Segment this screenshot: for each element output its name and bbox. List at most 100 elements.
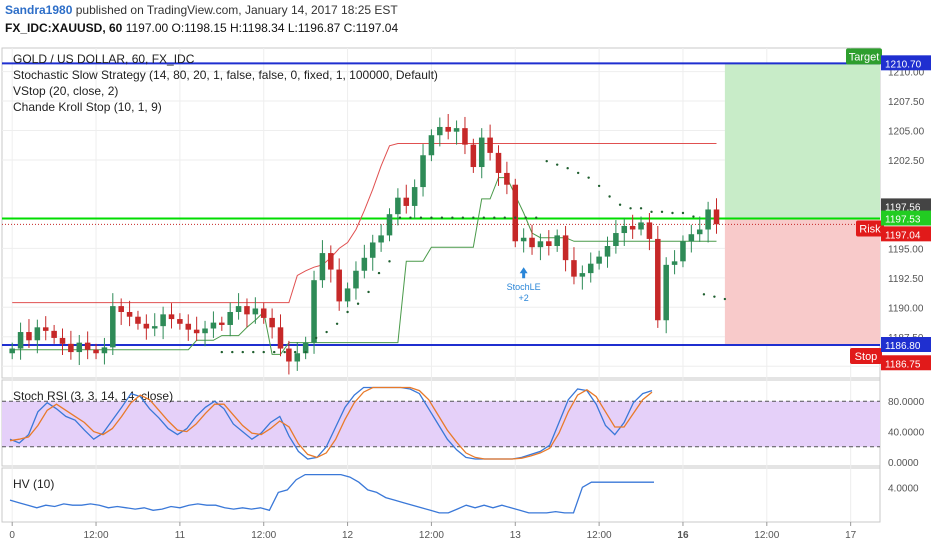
candle-body	[84, 342, 91, 350]
vstop-dot	[273, 350, 276, 354]
candle-body	[260, 308, 267, 318]
candle-body	[562, 235, 569, 261]
candle-body	[68, 343, 74, 353]
legend-strategy: Stochastic Slow Strategy (14, 80, 20, 1,…	[13, 68, 438, 82]
candle-body	[252, 308, 259, 315]
candle-body	[403, 197, 410, 206]
vstop-dot	[608, 195, 611, 198]
candle-body	[487, 137, 493, 153]
vstop-dot	[681, 211, 685, 215]
vstop-dot	[482, 216, 486, 219]
candle-body	[101, 347, 108, 354]
vstop-dot	[713, 295, 716, 298]
rsi-band	[2, 401, 880, 447]
stop-price-label-bg	[881, 337, 931, 352]
stop-zone	[724, 218, 880, 345]
symbol-name: FX_IDC:XAUUSD, 60	[5, 21, 123, 35]
candle-body	[168, 314, 175, 320]
vstop-dot	[723, 297, 727, 301]
vstop-dot	[702, 293, 706, 296]
candle-body	[135, 316, 141, 324]
price-tick-label: 1190.00	[888, 303, 924, 314]
candle-body	[596, 256, 602, 264]
target-tag: Target	[849, 51, 880, 63]
vstop-dot	[461, 216, 465, 219]
chart-header: Sandra1980 published on TradingView.com,…	[0, 0, 932, 40]
time-tick-label: 12:00	[754, 530, 779, 541]
position-zones	[724, 63, 880, 345]
candle-body	[143, 323, 150, 329]
candle-body	[688, 234, 695, 242]
candle-body	[411, 187, 418, 206]
candle-body	[437, 126, 443, 136]
candle-body	[604, 246, 611, 257]
candle-body	[646, 222, 653, 239]
candle-body	[277, 327, 284, 349]
candle-body	[185, 323, 192, 330]
vstop-dot	[535, 216, 538, 219]
vstop-dot	[304, 350, 307, 354]
vstop-dot	[430, 216, 433, 219]
vstop-dot	[314, 336, 318, 340]
candle-body	[671, 261, 678, 265]
vstop-dot	[252, 350, 255, 354]
rsi-k-line	[9, 386, 653, 460]
hv-tick-label: 4.0000	[888, 483, 919, 494]
vstop-dot	[241, 350, 244, 354]
candle-body	[202, 328, 208, 334]
time-tick-label: 12:00	[251, 530, 276, 541]
author-link[interactable]: Sandra1980	[5, 3, 73, 17]
time-tick-label: 12:00	[419, 530, 444, 541]
candle-body	[26, 332, 32, 341]
vstop-dot	[346, 310, 349, 314]
candle-body	[613, 233, 619, 246]
vstop-dot	[262, 350, 265, 354]
candle-body	[537, 241, 544, 248]
vstop-dot	[639, 207, 643, 210]
candle-body	[478, 137, 485, 168]
legend: GOLD / US DOLLAR, 60, FX_IDC Stochastic …	[13, 52, 438, 114]
candle-body	[638, 222, 644, 230]
vstop-dot	[409, 216, 412, 219]
candle-body	[59, 337, 66, 344]
candle-body	[76, 342, 83, 353]
vstop-dot	[629, 207, 632, 210]
risk-tag-bg	[856, 220, 884, 237]
ohlc-values: 1197.00 O:1198.15 H:1198.34 L:1196.87 C:…	[122, 21, 399, 35]
candle-body	[554, 235, 560, 246]
stop-price-label: 1186.80	[885, 341, 921, 352]
last-price-label-bg	[881, 226, 931, 242]
candle-body	[504, 172, 510, 185]
vstop-dot	[472, 216, 475, 219]
candle-body	[713, 209, 720, 225]
candle-body	[378, 235, 384, 243]
price-tick-label: 1202.50	[888, 156, 925, 167]
stop-tag-bg	[850, 348, 882, 364]
high-price-label-bg	[881, 198, 931, 214]
candle-body	[51, 330, 57, 338]
vstop-dot	[587, 176, 590, 179]
chande-long-line	[12, 177, 717, 355]
time-tick-label: 11	[175, 530, 186, 541]
trading-chart[interactable]: StochLE+2 Target Risk Stop Stoch RSI (3, 3,…	[0, 40, 932, 550]
candle-body	[621, 225, 628, 234]
time-tick-label: 0	[9, 530, 15, 541]
entry-price-label: 1197.53	[885, 215, 921, 226]
candle-body	[34, 327, 41, 341]
vstop-dot	[514, 216, 517, 219]
candle-body	[126, 312, 133, 317]
stop-tag: Stop	[855, 351, 878, 363]
high-price-label: 1197.56	[885, 202, 921, 213]
price-tick-label: 1210.00	[888, 68, 925, 79]
signal-label: StochLE	[507, 282, 541, 292]
vstop-dot	[555, 163, 559, 166]
candle-body	[42, 327, 49, 331]
candle-body	[328, 253, 334, 270]
stoch-rsi-pane: Stoch RSI (3, 3, 14, 14, close) 80.0000 40…	[2, 386, 925, 469]
candle-body	[420, 155, 426, 188]
publish-line: Sandra1980 published on TradingView.com,…	[5, 3, 398, 17]
candle-body	[445, 126, 451, 132]
vstop-dot	[398, 216, 402, 219]
vstop-dot	[356, 302, 360, 305]
candle-body	[210, 322, 217, 329]
